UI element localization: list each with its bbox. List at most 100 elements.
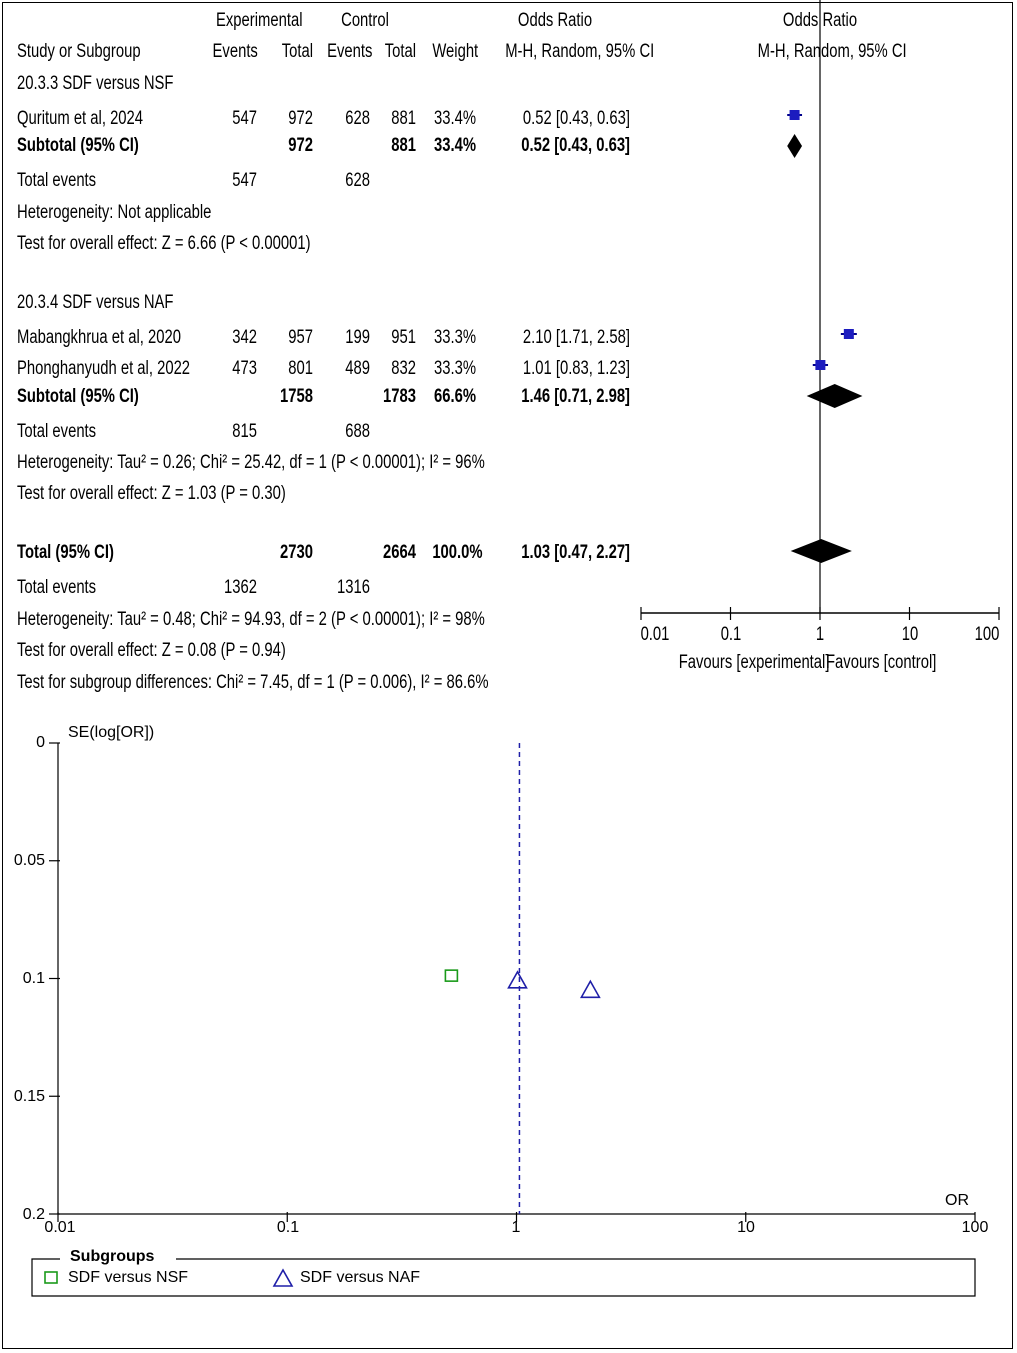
study-ctl-total: 881: [391, 108, 416, 129]
study-name: Quritum et al, 2024: [17, 108, 144, 129]
forest-tick-label: 0.01: [640, 624, 670, 645]
total-events-label: Total events: [17, 170, 97, 191]
total-weight: 100.0%: [432, 542, 483, 563]
study-weight: 33.3%: [433, 358, 476, 379]
funnel-xtick-label: 0.1: [276, 1219, 300, 1236]
header-events-exp: Events: [212, 41, 258, 62]
total-events-label: Total events: [17, 421, 97, 442]
study-ctl-total: 951: [391, 327, 416, 348]
header-total-exp: Total: [281, 41, 313, 62]
subtotal-exp-total: 1758: [280, 386, 313, 407]
subgroup-title: 20.3.3 SDF versus NSF: [17, 73, 174, 94]
funnel-ytick-label: 0.05: [13, 852, 45, 869]
header-study: Study or Subgroup: [17, 41, 141, 62]
study-ctl-events: 628: [345, 108, 370, 129]
funnel-xtick-label: 10: [737, 1219, 755, 1236]
study-weight: 33.4%: [433, 108, 476, 129]
study-name: Phonghanyudh et al, 2022: [17, 358, 191, 379]
funnel-point-naf: [580, 979, 601, 999]
legend-box: [31, 1258, 976, 1297]
funnel-point-naf: [507, 970, 528, 989]
total-events-exp: 815: [232, 421, 257, 442]
header-control: Control: [341, 10, 389, 31]
total-ctl-total: 2664: [383, 542, 416, 563]
favours-experimental: Favours [experimental]: [678, 652, 830, 673]
funnel-ytick-label: 0.1: [22, 970, 45, 987]
overall-effect: Test for overall effect: Z = 0.08 (P = 0…: [17, 640, 286, 661]
subtotal-or: 1.46 [0.71, 2.98]: [521, 386, 630, 407]
study-ctl-total: 832: [391, 358, 416, 379]
subtotal-weight: 33.4%: [433, 135, 476, 156]
total-events-label: Total events: [17, 577, 97, 598]
study-exp-total: 972: [288, 108, 313, 129]
heterogeneity: Heterogeneity: Tau² = 0.48; Chi² = 94.93…: [17, 609, 485, 630]
study-exp-events: 473: [232, 358, 257, 379]
total-exp-total: 2730: [280, 542, 313, 563]
total-diamond: [790, 539, 852, 563]
subgroup-title: 20.3.4 SDF versus NAF: [17, 292, 174, 313]
study-or: 1.01 [0.83, 1.23]: [522, 358, 630, 379]
subtotal-or: 0.52 [0.43, 0.63]: [521, 135, 630, 156]
funnel-ytick-label: 0: [36, 734, 45, 751]
heterogeneity: Heterogeneity: Not applicable: [17, 202, 212, 223]
favours-control: Favours [control]: [826, 652, 937, 673]
forest-plot: [640, 0, 1000, 620]
forest-tick-label: 0.1: [720, 624, 742, 645]
heterogeneity: Heterogeneity: Tau² = 0.26; Chi² = 25.42…: [17, 452, 485, 473]
study-name: Mabangkhrua et al, 2020: [17, 327, 181, 348]
header-experimental: Experimental: [216, 10, 303, 31]
subtotal-exp-total: 972: [288, 135, 313, 156]
header-events-ctl: Events: [327, 41, 373, 62]
total-events-exp: 547: [232, 170, 257, 191]
funnel-ytick-label: 0.15: [13, 1088, 45, 1105]
header-method: M-H, Random, 95% CI: [505, 41, 655, 62]
funnel-plot: [31, 742, 976, 1297]
study-marker: [789, 110, 800, 120]
study-exp-total: 801: [288, 358, 313, 379]
total-or: 1.03 [0.47, 2.27]: [521, 542, 630, 563]
overall-effect: Test for overall effect: Z = 6.66 (P < 0…: [17, 233, 311, 254]
subgroup-differences: Test for subgroup differences: Chi² = 7.…: [17, 672, 489, 693]
funnel-xtick-label: 0.01: [44, 1219, 76, 1236]
total-events-ctl: 688: [345, 421, 370, 442]
subtotal-label: Subtotal (95% CI): [17, 386, 139, 407]
study-or: 0.52 [0.43, 0.63]: [522, 108, 630, 129]
forest-tick-label: 10: [901, 624, 919, 645]
study-weight: 33.3%: [433, 327, 476, 348]
total-events-ctl: 628: [345, 170, 370, 191]
total-events-ctl: 1316: [337, 577, 370, 598]
study-ctl-events: 199: [345, 327, 370, 348]
study-or: 2.10 [1.71, 2.58]: [522, 327, 630, 348]
legend-triangle-icon: [272, 1268, 294, 1287]
subtotal-diamond: [787, 134, 803, 158]
funnel-point-nsf: [444, 969, 459, 982]
study-exp-events: 342: [232, 327, 257, 348]
overall-effect: Test for overall effect: Z = 1.03 (P = 0…: [17, 483, 286, 504]
legend-label-naf: SDF versus NAF: [300, 1269, 421, 1286]
legend-label-nsf: SDF versus NSF: [68, 1269, 189, 1286]
forest-tick-label: 100: [974, 624, 1000, 645]
subtotal-diamond: [806, 384, 863, 408]
funnel-ytick-label: 0.2: [22, 1206, 45, 1223]
total-events-exp: 1362: [224, 577, 257, 598]
funnel-ylabel: SE(log[OR]): [68, 724, 155, 741]
study-exp-events: 547: [232, 108, 257, 129]
subtotal-ctl-total: 1783: [383, 386, 416, 407]
subtotal-weight: 66.6%: [433, 386, 476, 407]
total-label: Total (95% CI): [17, 542, 114, 563]
subtotal-label: Subtotal (95% CI): [17, 135, 139, 156]
funnel-xlabel: OR: [945, 1192, 969, 1209]
header-method-plot: M-H, Random, 95% CI: [757, 41, 907, 62]
subtotal-ctl-total: 881: [391, 135, 416, 156]
funnel-xtick-label: 1: [511, 1219, 521, 1236]
header-weight: Weight: [432, 41, 479, 62]
forest-tick-label: 1: [815, 624, 825, 645]
funnel-xtick-label: 100: [961, 1219, 989, 1236]
header-odds-ratio: Odds Ratio: [517, 10, 593, 31]
study-marker: [843, 329, 854, 339]
legend-square-icon: [44, 1271, 58, 1284]
legend-title: Subgroups: [66, 1248, 159, 1266]
study-exp-total: 957: [288, 327, 313, 348]
